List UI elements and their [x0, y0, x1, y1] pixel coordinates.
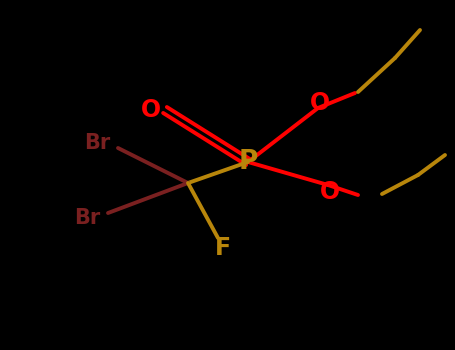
Text: Br: Br: [84, 133, 110, 153]
Text: P: P: [238, 149, 258, 175]
Text: O: O: [310, 91, 330, 115]
Text: O: O: [141, 98, 161, 122]
Text: Br: Br: [74, 208, 100, 228]
Text: O: O: [320, 180, 340, 204]
Text: F: F: [215, 236, 231, 260]
